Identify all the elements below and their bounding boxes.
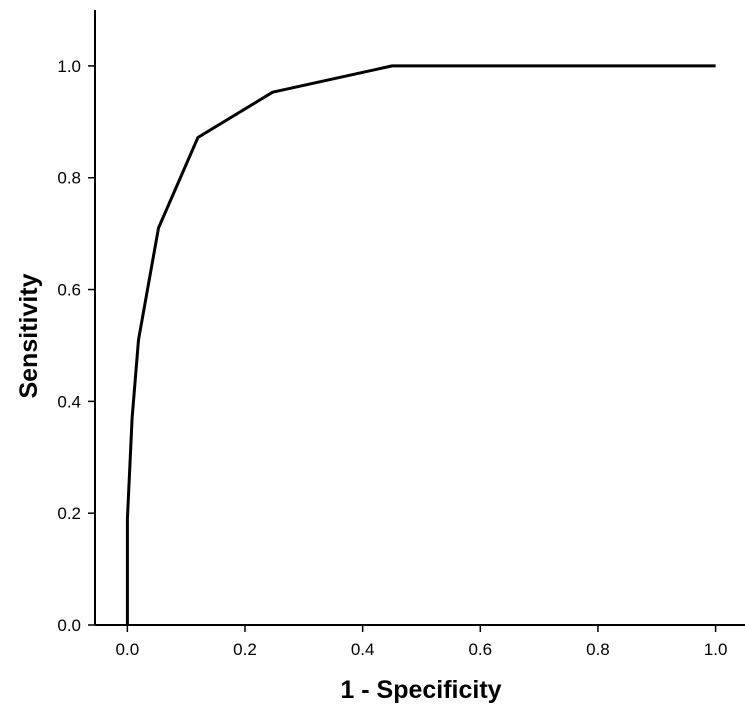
y-tick-label: 0.8 [57,169,81,188]
series-group [125,64,716,625]
y-axis-title: Sensitivity [15,273,43,398]
x-tick-label: 1.0 [704,640,728,659]
y-tick-label: 0.4 [57,392,81,411]
y-tick-label: 0.6 [57,281,81,300]
x-tick-label: 0.6 [468,640,492,659]
x-ticks: 0.0 0.2 0.4 0.6 0.8 1.0 [116,625,728,659]
axes [94,10,745,626]
y-tick-label: 1.0 [57,57,81,76]
x-axis-title: 1 - Specificity [340,676,501,704]
y-ticks: 0.0 0.2 0.4 0.6 0.8 1.0 [57,57,95,635]
x-tick-label: 0.8 [586,640,610,659]
x-tick-label: 0.4 [351,640,375,659]
x-tick-label: 0.2 [233,640,257,659]
roc-curve-line [125,64,716,625]
y-tick-label: 0.2 [57,504,81,523]
y-tick-label: 0.0 [57,616,81,635]
x-tick-label: 0.0 [116,640,140,659]
